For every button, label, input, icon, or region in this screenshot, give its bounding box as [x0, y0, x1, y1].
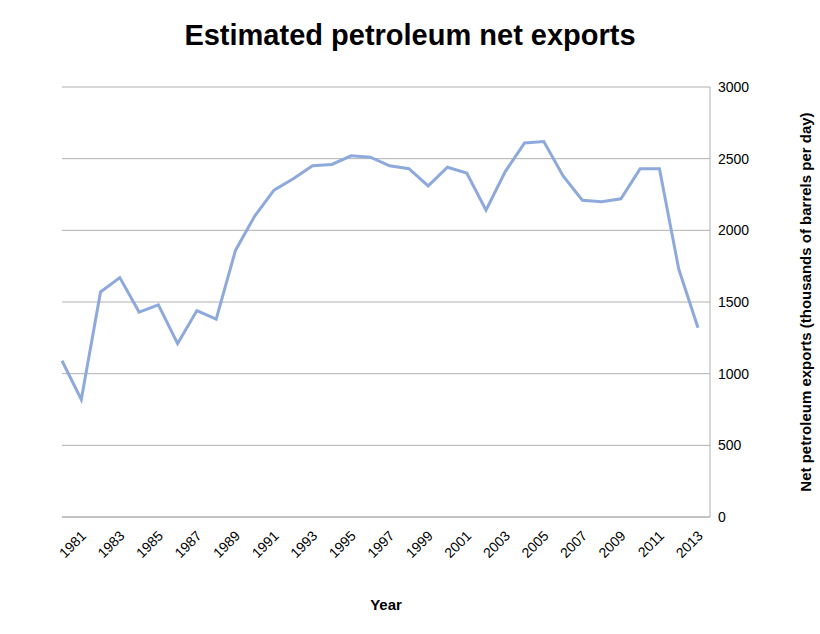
svg-text:3000: 3000 [718, 79, 749, 95]
svg-text:1000: 1000 [718, 366, 749, 382]
svg-text:1987: 1987 [171, 527, 204, 560]
svg-text:Net petroleum exports (thousan: Net petroleum exports (thousands of barr… [797, 112, 812, 491]
svg-text:2001: 2001 [441, 527, 474, 560]
svg-text:0: 0 [718, 509, 726, 525]
html-text:Estimated petroleum net export: Estimated petroleum net exports [184, 18, 636, 51]
svg-text:2003: 2003 [480, 527, 513, 560]
svg-text:2011: 2011 [635, 527, 668, 560]
svg-text:2000: 2000 [718, 222, 749, 238]
svg-text:Year: Year [370, 596, 402, 613]
svg-text:1985: 1985 [133, 527, 166, 560]
svg-text:1999: 1999 [403, 527, 436, 560]
svg-text:2005: 2005 [518, 527, 551, 560]
svg-text:1995: 1995 [326, 527, 359, 560]
svg-text:1989: 1989 [210, 527, 243, 560]
svg-text:1983: 1983 [94, 527, 127, 560]
svg-text:1997: 1997 [364, 527, 397, 560]
svg-text:2500: 2500 [718, 151, 749, 167]
svg-text:1993: 1993 [287, 527, 320, 560]
svg-text:1991: 1991 [248, 527, 281, 560]
svg-text:500: 500 [718, 437, 742, 453]
svg-text:2013: 2013 [672, 527, 705, 560]
svg-text:2009: 2009 [595, 527, 628, 560]
svg-text:1981: 1981 [56, 527, 89, 560]
svg-text:1500: 1500 [718, 294, 749, 310]
svg-text:2007: 2007 [557, 527, 590, 560]
